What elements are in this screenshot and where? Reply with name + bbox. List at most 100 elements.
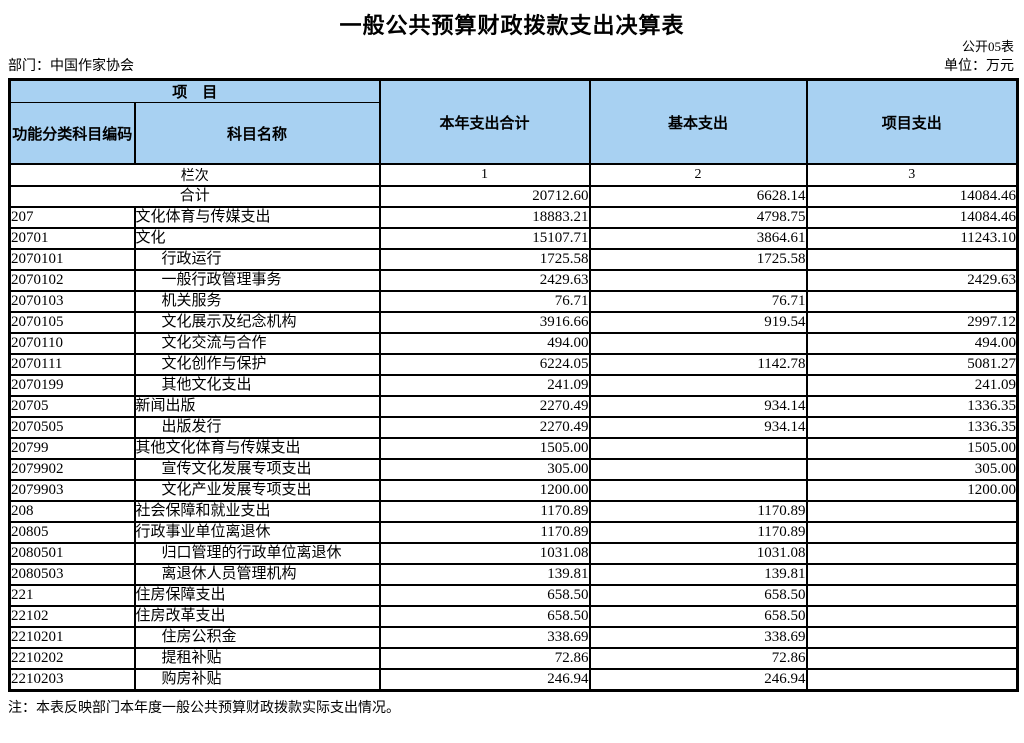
code-cell: 2080501 — [8, 542, 136, 565]
header-name-col: 科目名称 — [133, 102, 381, 165]
name-cell: 文化产业发展专项支出 — [133, 479, 381, 502]
project-cell: 1336.35 — [805, 416, 1019, 439]
name-cell: 机关服务 — [133, 290, 381, 313]
table-row: 2210202 提租补贴 72.86 72.86 — [8, 647, 1019, 670]
basic-cell — [588, 269, 808, 292]
project-cell: 11243.10 — [805, 227, 1019, 250]
name-cell: 购房补贴 — [133, 668, 381, 692]
name-cell: 住房保障支出 — [133, 584, 381, 607]
code-cell: 2070101 — [8, 248, 136, 271]
table-row: 2079903 文化产业发展专项支出 1200.00 1200.00 — [8, 479, 1019, 502]
table-row: 2070103 机关服务 76.71 76.71 — [8, 290, 1019, 313]
project-cell: 1200.00 — [805, 479, 1019, 502]
header-row-subcols: 功能分类科目编码 科目名称 — [8, 102, 1018, 165]
project-cell — [805, 290, 1019, 313]
total-cell: 241.09 — [378, 374, 591, 397]
footnote: 注：本表反映部门本年度一般公共预算财政拨款实际支出情况。 — [8, 701, 400, 716]
code-cell: 2070105 — [8, 311, 136, 334]
table-row: 2070101 行政运行 1725.58 1725.58 — [8, 248, 1019, 271]
table-row: 2080501 归口管理的行政单位离退休 1031.08 1031.08 — [8, 542, 1019, 565]
code-cell: 2080503 — [8, 563, 136, 586]
basic-cell: 934.14 — [588, 395, 808, 418]
project-cell: 2997.12 — [805, 311, 1019, 334]
header-project-group: 项 目 — [8, 78, 381, 103]
project-cell — [805, 668, 1019, 692]
total-cell: 1031.08 — [378, 542, 591, 565]
basic-cell — [588, 332, 808, 355]
code-cell: 2210201 — [8, 626, 136, 649]
code-cell: 2070199 — [8, 374, 136, 397]
name-cell: 行政事业单位离退休 — [133, 521, 381, 544]
project-cell: 2429.63 — [805, 269, 1019, 292]
total-cell: 246.94 — [378, 668, 591, 692]
code-cell: 20705 — [8, 395, 136, 418]
basic-cell: 4798.75 — [588, 206, 808, 229]
name-cell: 文化交流与合作 — [133, 332, 381, 355]
name-cell: 提租补贴 — [133, 647, 381, 670]
code-cell: 2079903 — [8, 479, 136, 502]
table-row: 2070105 文化展示及纪念机构 3916.66 919.54 2997.12 — [8, 311, 1019, 334]
basic-cell — [588, 374, 808, 397]
header-basic-col: 基本支出 — [588, 78, 808, 165]
project-cell: 494.00 — [805, 332, 1019, 355]
code-cell: 207 — [8, 206, 136, 229]
code-cell: 20701 — [8, 227, 136, 250]
basic-cell: 658.50 — [588, 605, 808, 628]
total-cell: 1170.89 — [378, 500, 591, 523]
total-cell: 1170.89 — [378, 521, 591, 544]
department-label: 部门：中国作家协会 — [8, 59, 134, 74]
name-cell: 出版发行 — [133, 416, 381, 439]
code-cell: 2070111 — [8, 353, 136, 376]
project-cell: 241.09 — [805, 374, 1019, 397]
basic-cell: 72.86 — [588, 647, 808, 670]
project-cell — [805, 248, 1019, 271]
table-row: 2070102 一般行政管理事务 2429.63 2429.63 — [8, 269, 1019, 292]
table-row: 2070199 其他文化支出 241.09 241.09 — [8, 374, 1019, 397]
total-cell: 72.86 — [378, 647, 591, 670]
total-row-total: 20712.60 — [378, 185, 591, 208]
table-row: 22102 住房改革支出 658.50 658.50 — [8, 605, 1019, 628]
code-cell: 221 — [8, 584, 136, 607]
table-row: 20705 新闻出版 2270.49 934.14 1336.35 — [8, 395, 1019, 418]
basic-cell: 1170.89 — [588, 500, 808, 523]
basic-cell: 246.94 — [588, 668, 808, 692]
total-cell: 2270.49 — [378, 416, 591, 439]
project-cell — [805, 647, 1019, 670]
project-cell: 1505.00 — [805, 437, 1019, 460]
total-cell: 2429.63 — [378, 269, 591, 292]
project-cell — [805, 542, 1019, 565]
code-cell: 2070103 — [8, 290, 136, 313]
meta-line: 部门：中国作家协会 单位：万元 — [0, 56, 1024, 78]
table-row: 2210203 购房补贴 246.94 246.94 — [8, 668, 1019, 692]
name-cell: 其他文化支出 — [133, 374, 381, 397]
total-cell: 3916.66 — [378, 311, 591, 334]
total-cell: 1725.58 — [378, 248, 591, 271]
total-row: 合计 20712.60 6628.14 14084.46 — [8, 185, 1019, 208]
header-code-col: 功能分类科目编码 — [8, 102, 136, 165]
total-cell: 2270.49 — [378, 395, 591, 418]
name-cell: 宣传文化发展专项支出 — [133, 458, 381, 481]
name-cell: 社会保障和就业支出 — [133, 500, 381, 523]
total-cell: 1505.00 — [378, 437, 591, 460]
rank-col-3: 3 — [805, 163, 1019, 187]
code-cell: 20805 — [8, 521, 136, 544]
total-cell: 18883.21 — [378, 206, 591, 229]
basic-cell — [588, 437, 808, 460]
name-cell: 归口管理的行政单位离退休 — [133, 542, 381, 565]
basic-cell: 1170.89 — [588, 521, 808, 544]
header-project-col: 项目支出 — [805, 78, 1019, 165]
table-row: 207 文化体育与传媒支出 18883.21 4798.75 14084.46 — [8, 206, 1019, 229]
table-row: 20701 文化 15107.71 3864.61 11243.10 — [8, 227, 1019, 250]
name-cell: 一般行政管理事务 — [133, 269, 381, 292]
table-row: 2070110 文化交流与合作 494.00 494.00 — [8, 332, 1019, 355]
header-total-col: 本年支出合计 — [378, 78, 591, 165]
name-cell: 文化体育与传媒支出 — [133, 206, 381, 229]
basic-cell: 338.69 — [588, 626, 808, 649]
project-cell — [805, 500, 1019, 523]
basic-cell: 1031.08 — [588, 542, 808, 565]
name-cell: 其他文化体育与传媒支出 — [133, 437, 381, 460]
table-row: 221 住房保障支出 658.50 658.50 — [8, 584, 1019, 607]
project-cell — [805, 584, 1019, 607]
project-cell: 305.00 — [805, 458, 1019, 481]
